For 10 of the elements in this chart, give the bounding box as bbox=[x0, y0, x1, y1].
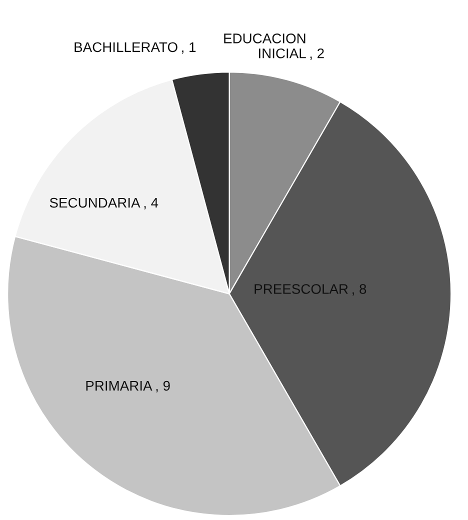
slice-label: BACHILLERATO bbox=[74, 42, 178, 52]
slice-label: SECUNDARIA bbox=[50, 198, 140, 208]
data-label: , 4 bbox=[144, 198, 158, 210]
slice-label: EDUCACION INICIAL bbox=[224, 34, 306, 58]
data-label: , 2 bbox=[310, 48, 324, 60]
data-label: , 9 bbox=[156, 380, 170, 392]
data-label: , 8 bbox=[352, 284, 366, 296]
slice-label: PRIMARIA bbox=[86, 381, 152, 391]
slice-label: PREESCOLAR bbox=[254, 284, 348, 294]
data-label: , 1 bbox=[182, 42, 196, 54]
